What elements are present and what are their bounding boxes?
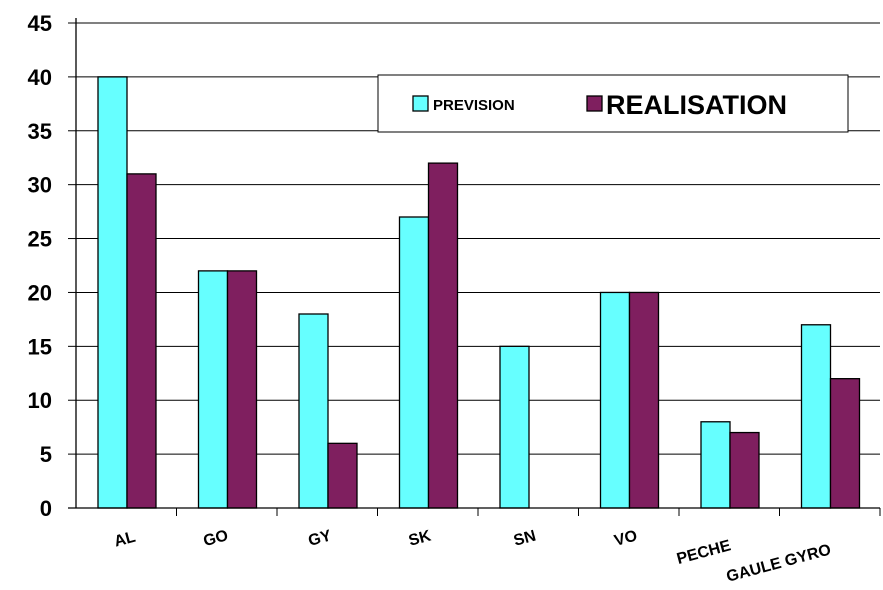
axes <box>68 18 881 516</box>
y-tick-label: 0 <box>40 496 52 521</box>
legend-box <box>377 74 849 133</box>
y-tick-label: 20 <box>28 280 52 305</box>
bar-prevision <box>97 76 128 509</box>
legend: PREVISION REALISATION <box>377 74 849 133</box>
bar-realisation <box>628 291 660 509</box>
x-tick-label: SN <box>512 528 538 550</box>
bar-realisation <box>729 431 760 509</box>
bar-realisation <box>427 162 459 509</box>
y-tick-label: 35 <box>28 119 52 144</box>
bar-prevision <box>700 421 731 509</box>
x-tick-label: AL <box>112 529 137 551</box>
bar-realisation <box>829 378 861 509</box>
y-tick-label: 45 <box>28 11 52 36</box>
x-tick-label: VO <box>612 527 639 549</box>
y-tick-label: 5 <box>40 442 52 467</box>
y-axis-ticks: 0 5 10 15 20 25 30 35 40 45 <box>28 11 76 521</box>
y-tick-label: 25 <box>28 227 52 252</box>
legend-label-prevision: PREVISION <box>433 97 515 114</box>
y-tick-label: 40 <box>28 65 52 90</box>
y-tick-label: 15 <box>28 334 52 359</box>
x-tick-label: GO <box>202 527 230 550</box>
legend-swatch-prevision <box>412 95 429 112</box>
legend-label-realisation: REALISATION <box>606 90 787 120</box>
bar-prevision <box>599 291 631 509</box>
bar-prevision <box>800 324 832 509</box>
x-tick-label: SK <box>407 527 433 549</box>
y-tick-label: 10 <box>28 388 52 413</box>
bar-realisation <box>126 173 157 509</box>
bar-prevision <box>499 345 530 509</box>
x-tick-label: GAULE GYRO <box>725 542 833 586</box>
x-tick-label: GY <box>306 527 333 549</box>
x-tick-label: PECHE <box>675 537 733 568</box>
bar-realisation <box>327 442 358 509</box>
legend-swatch-realisation <box>586 95 603 112</box>
bar-prevision <box>197 270 229 509</box>
y-tick-label: 30 <box>28 173 52 198</box>
bar-prevision <box>298 313 329 509</box>
bars <box>97 76 861 509</box>
bar-realisation <box>226 270 258 509</box>
bar-prevision <box>398 216 430 509</box>
